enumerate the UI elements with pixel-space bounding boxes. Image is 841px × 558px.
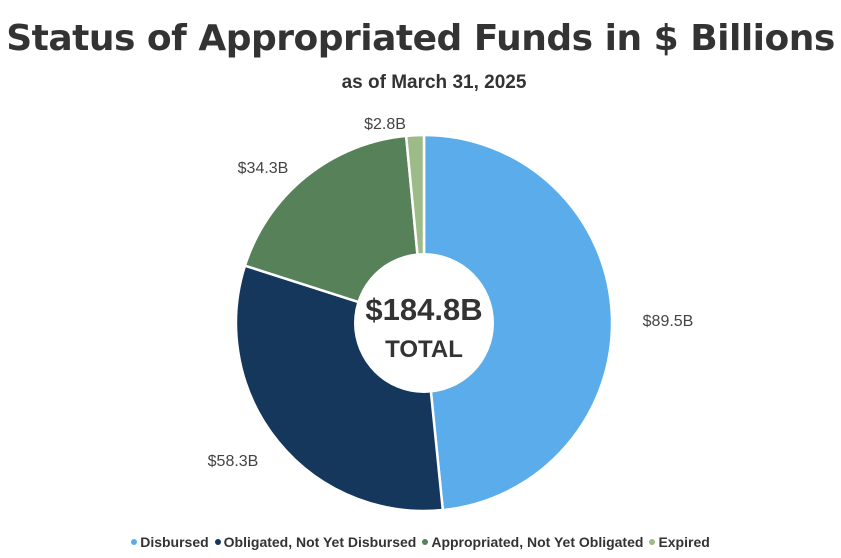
legend-label: Appropriated, Not Yet Obligated [431, 534, 644, 550]
slice-disbursed [422, 133, 614, 512]
legend: Disbursed Obligated, Not Yet Disbursed App… [0, 534, 841, 550]
legend-swatch [214, 539, 221, 545]
legend-item: Disbursed [131, 534, 209, 550]
data-label-obligated-not-yet-disbursed: $58.3B [208, 453, 259, 470]
chart-title: Status of Appropriated Funds in $ Billio… [6, 18, 835, 59]
legend-item: Obligated, Not Yet Disbursed [214, 534, 417, 550]
legend-item: Expired [649, 534, 710, 550]
legend-item: Appropriated, Not Yet Obligated [422, 534, 643, 550]
data-label-disbursed: $89.5B [643, 313, 694, 330]
legend-swatch [131, 539, 138, 545]
legend-label: Expired [658, 534, 710, 550]
legend-label: Disbursed [140, 534, 209, 550]
total-value: $184.8B [365, 292, 483, 327]
legend-label: Obligated, Not Yet Disbursed [223, 534, 417, 550]
donut-hole [354, 253, 494, 393]
legend-swatch [649, 539, 656, 545]
data-label-expired: $2.8B [364, 116, 406, 133]
legend-swatch [422, 539, 429, 545]
data-label-appropriated-not-yet-obligated: $34.3B [238, 160, 289, 177]
chart-subtitle: as of March 31, 2025 [341, 72, 527, 93]
total-caption: TOTAL [385, 336, 463, 363]
